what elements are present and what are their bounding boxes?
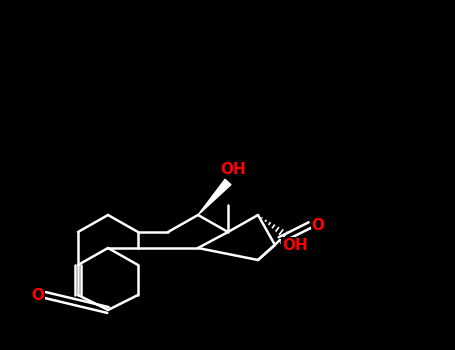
Text: O: O bbox=[312, 217, 324, 232]
Text: O: O bbox=[31, 287, 45, 302]
Polygon shape bbox=[198, 179, 231, 215]
Text: OH: OH bbox=[282, 238, 308, 252]
Text: OH: OH bbox=[220, 162, 246, 177]
